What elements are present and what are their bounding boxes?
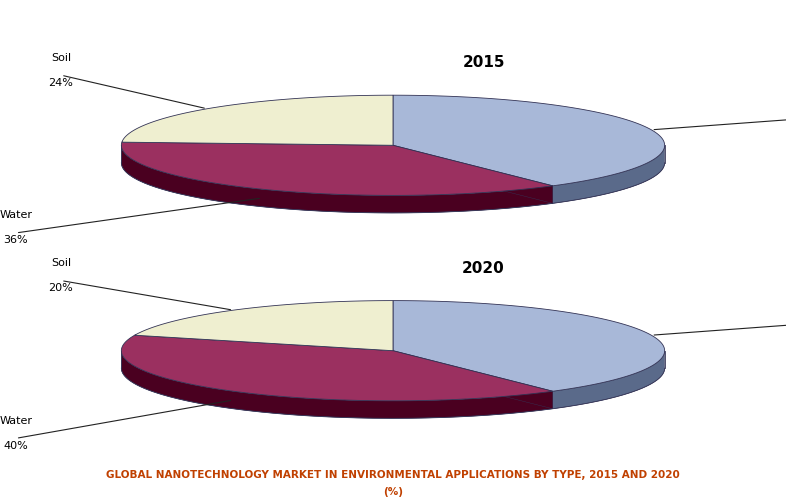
Polygon shape	[121, 142, 553, 195]
Text: Water: Water	[0, 210, 32, 220]
Polygon shape	[553, 145, 665, 203]
Polygon shape	[393, 145, 553, 203]
Text: 24%: 24%	[49, 78, 73, 88]
Text: Water: Water	[0, 416, 32, 426]
Text: 36%: 36%	[3, 235, 28, 245]
Polygon shape	[122, 95, 393, 145]
Polygon shape	[393, 95, 665, 186]
Polygon shape	[121, 351, 553, 418]
Polygon shape	[121, 146, 553, 213]
Polygon shape	[393, 351, 553, 409]
Text: GLOBAL NANOTECHNOLOGY MARKET IN ENVIRONMENTAL APPLICATIONS BY TYPE, 2015 AND 202: GLOBAL NANOTECHNOLOGY MARKET IN ENVIRONM…	[106, 470, 680, 480]
Polygon shape	[393, 145, 553, 203]
Polygon shape	[553, 351, 665, 409]
Text: Soil: Soil	[51, 53, 71, 63]
Polygon shape	[121, 335, 553, 401]
Polygon shape	[393, 301, 665, 391]
Text: 20%: 20%	[49, 283, 73, 293]
Text: (%): (%)	[383, 487, 403, 497]
Text: 2015: 2015	[462, 55, 505, 70]
Text: 2020: 2020	[462, 261, 505, 276]
Text: 40%: 40%	[3, 441, 28, 451]
Text: Soil: Soil	[51, 258, 71, 268]
Polygon shape	[134, 301, 393, 351]
Polygon shape	[393, 351, 553, 409]
